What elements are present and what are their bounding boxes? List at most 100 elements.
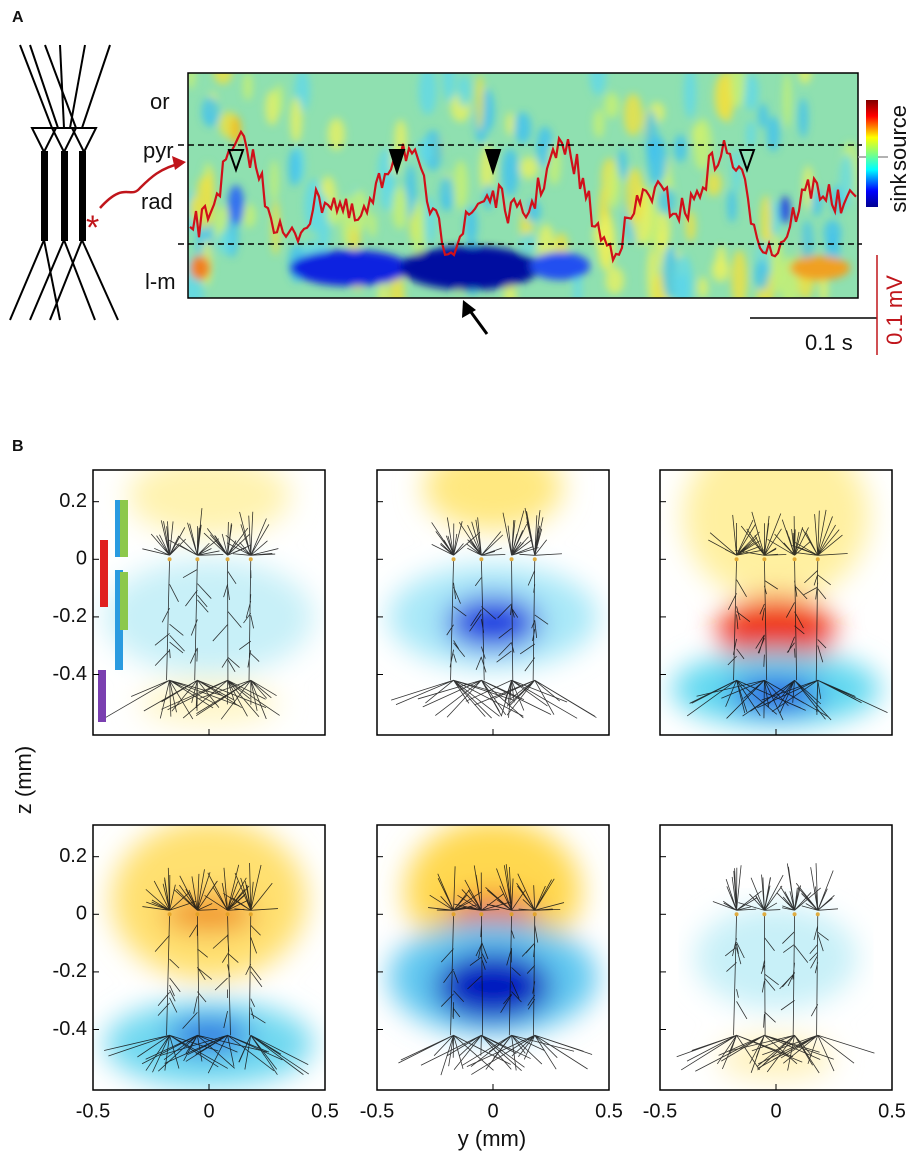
texture-blob [592, 222, 612, 249]
texture-blob [228, 185, 244, 225]
texture-blob [673, 134, 687, 163]
heatmap-frame [187, 72, 859, 299]
texture-blob [715, 245, 727, 274]
texture-blob [839, 153, 854, 207]
texture-blob [604, 92, 620, 119]
neurons [676, 863, 875, 1074]
neuron [141, 869, 267, 1072]
y-tick-label: -0.4 [53, 663, 87, 685]
texture-blob [606, 163, 621, 209]
texture-blob [442, 73, 456, 102]
x-tick-label: 0 [487, 1100, 498, 1122]
texture-blob [798, 73, 812, 84]
x-tick-label: 0.5 [311, 1100, 339, 1122]
colorbar [866, 100, 878, 207]
x-tick-label: -0.5 [643, 1100, 677, 1122]
texture-blob [270, 159, 279, 202]
texture-blob [823, 219, 842, 247]
texture-blob [213, 73, 233, 85]
x-tick-label: -0.5 [360, 1100, 394, 1122]
neuron [466, 873, 593, 1075]
texture-blob [288, 148, 300, 187]
texture-blob [758, 103, 768, 129]
colorbar-label: sink [886, 172, 911, 212]
texture-blob [618, 148, 627, 180]
x-tick-label: 0.5 [595, 1100, 623, 1122]
texture-blob [766, 115, 780, 152]
csd-panel [377, 470, 609, 735]
soma [451, 557, 456, 562]
texture-blob [439, 176, 454, 212]
soma [225, 557, 230, 562]
soma [532, 557, 537, 562]
texture-blob [274, 83, 284, 115]
texture-blob [625, 167, 645, 225]
neurons [686, 509, 888, 721]
soma [479, 912, 484, 917]
layer-label: rad [141, 189, 173, 214]
soma [248, 557, 253, 562]
neurons [398, 864, 593, 1076]
layer-label: or [150, 89, 170, 114]
texture-blob [242, 203, 257, 228]
soma [167, 557, 172, 562]
soma [195, 912, 200, 917]
neuron [160, 864, 283, 1074]
texture-blob [547, 142, 561, 185]
lfp-trace [189, 129, 857, 264]
csd-panel [660, 825, 892, 1090]
texture-blob [188, 73, 196, 90]
neuron [757, 863, 875, 1072]
texture-blob [188, 277, 204, 298]
texture-blob [673, 255, 694, 298]
layer-bar [98, 670, 106, 722]
csd-blob [423, 470, 563, 531]
texture-blob [530, 252, 590, 280]
csd-blob [718, 596, 834, 666]
x-tick-label: -0.5 [76, 1100, 110, 1122]
soma [815, 557, 820, 562]
soma [532, 912, 537, 917]
csd-blob [683, 470, 869, 603]
soma [815, 912, 820, 917]
texture-blob [746, 120, 756, 149]
csd-blob [162, 897, 256, 932]
y-tick-label: 0 [76, 548, 87, 570]
soma [792, 912, 797, 917]
x-tick-label: 0 [770, 1100, 781, 1122]
neuron [686, 514, 806, 717]
texture-blob [623, 93, 643, 137]
soma [792, 557, 797, 562]
soma [248, 912, 253, 917]
neuron [420, 865, 531, 1071]
layer-bar [120, 572, 128, 630]
x-axis-label: y (mm) [458, 1126, 526, 1151]
neuron [462, 864, 575, 1071]
texture-blob [770, 235, 784, 295]
arrowheads [227, 149, 756, 176]
texture-blob [783, 73, 792, 128]
neuron-schematic [9, 44, 119, 321]
texture-blob [519, 156, 539, 179]
texture-blob [405, 164, 417, 221]
texture-blob [798, 97, 809, 138]
csd-blob [694, 905, 858, 1010]
y-tick-label: -0.2 [53, 605, 87, 627]
layer-label: pyr [143, 138, 174, 163]
texture-blob [190, 256, 210, 280]
csd-blob [127, 470, 291, 537]
texture-blob [464, 206, 478, 243]
soma [509, 557, 514, 562]
texture-blob [290, 250, 410, 286]
texture-blob [790, 256, 850, 280]
soma [195, 557, 200, 562]
texture-blob [201, 96, 219, 127]
texture-blob [593, 109, 605, 139]
soma [451, 912, 456, 917]
texture-blob [727, 189, 737, 223]
texture-blob [705, 171, 722, 197]
pointer-head [172, 156, 186, 170]
neuron [742, 516, 832, 721]
soma [762, 912, 767, 917]
heatmap-texture [188, 73, 858, 298]
